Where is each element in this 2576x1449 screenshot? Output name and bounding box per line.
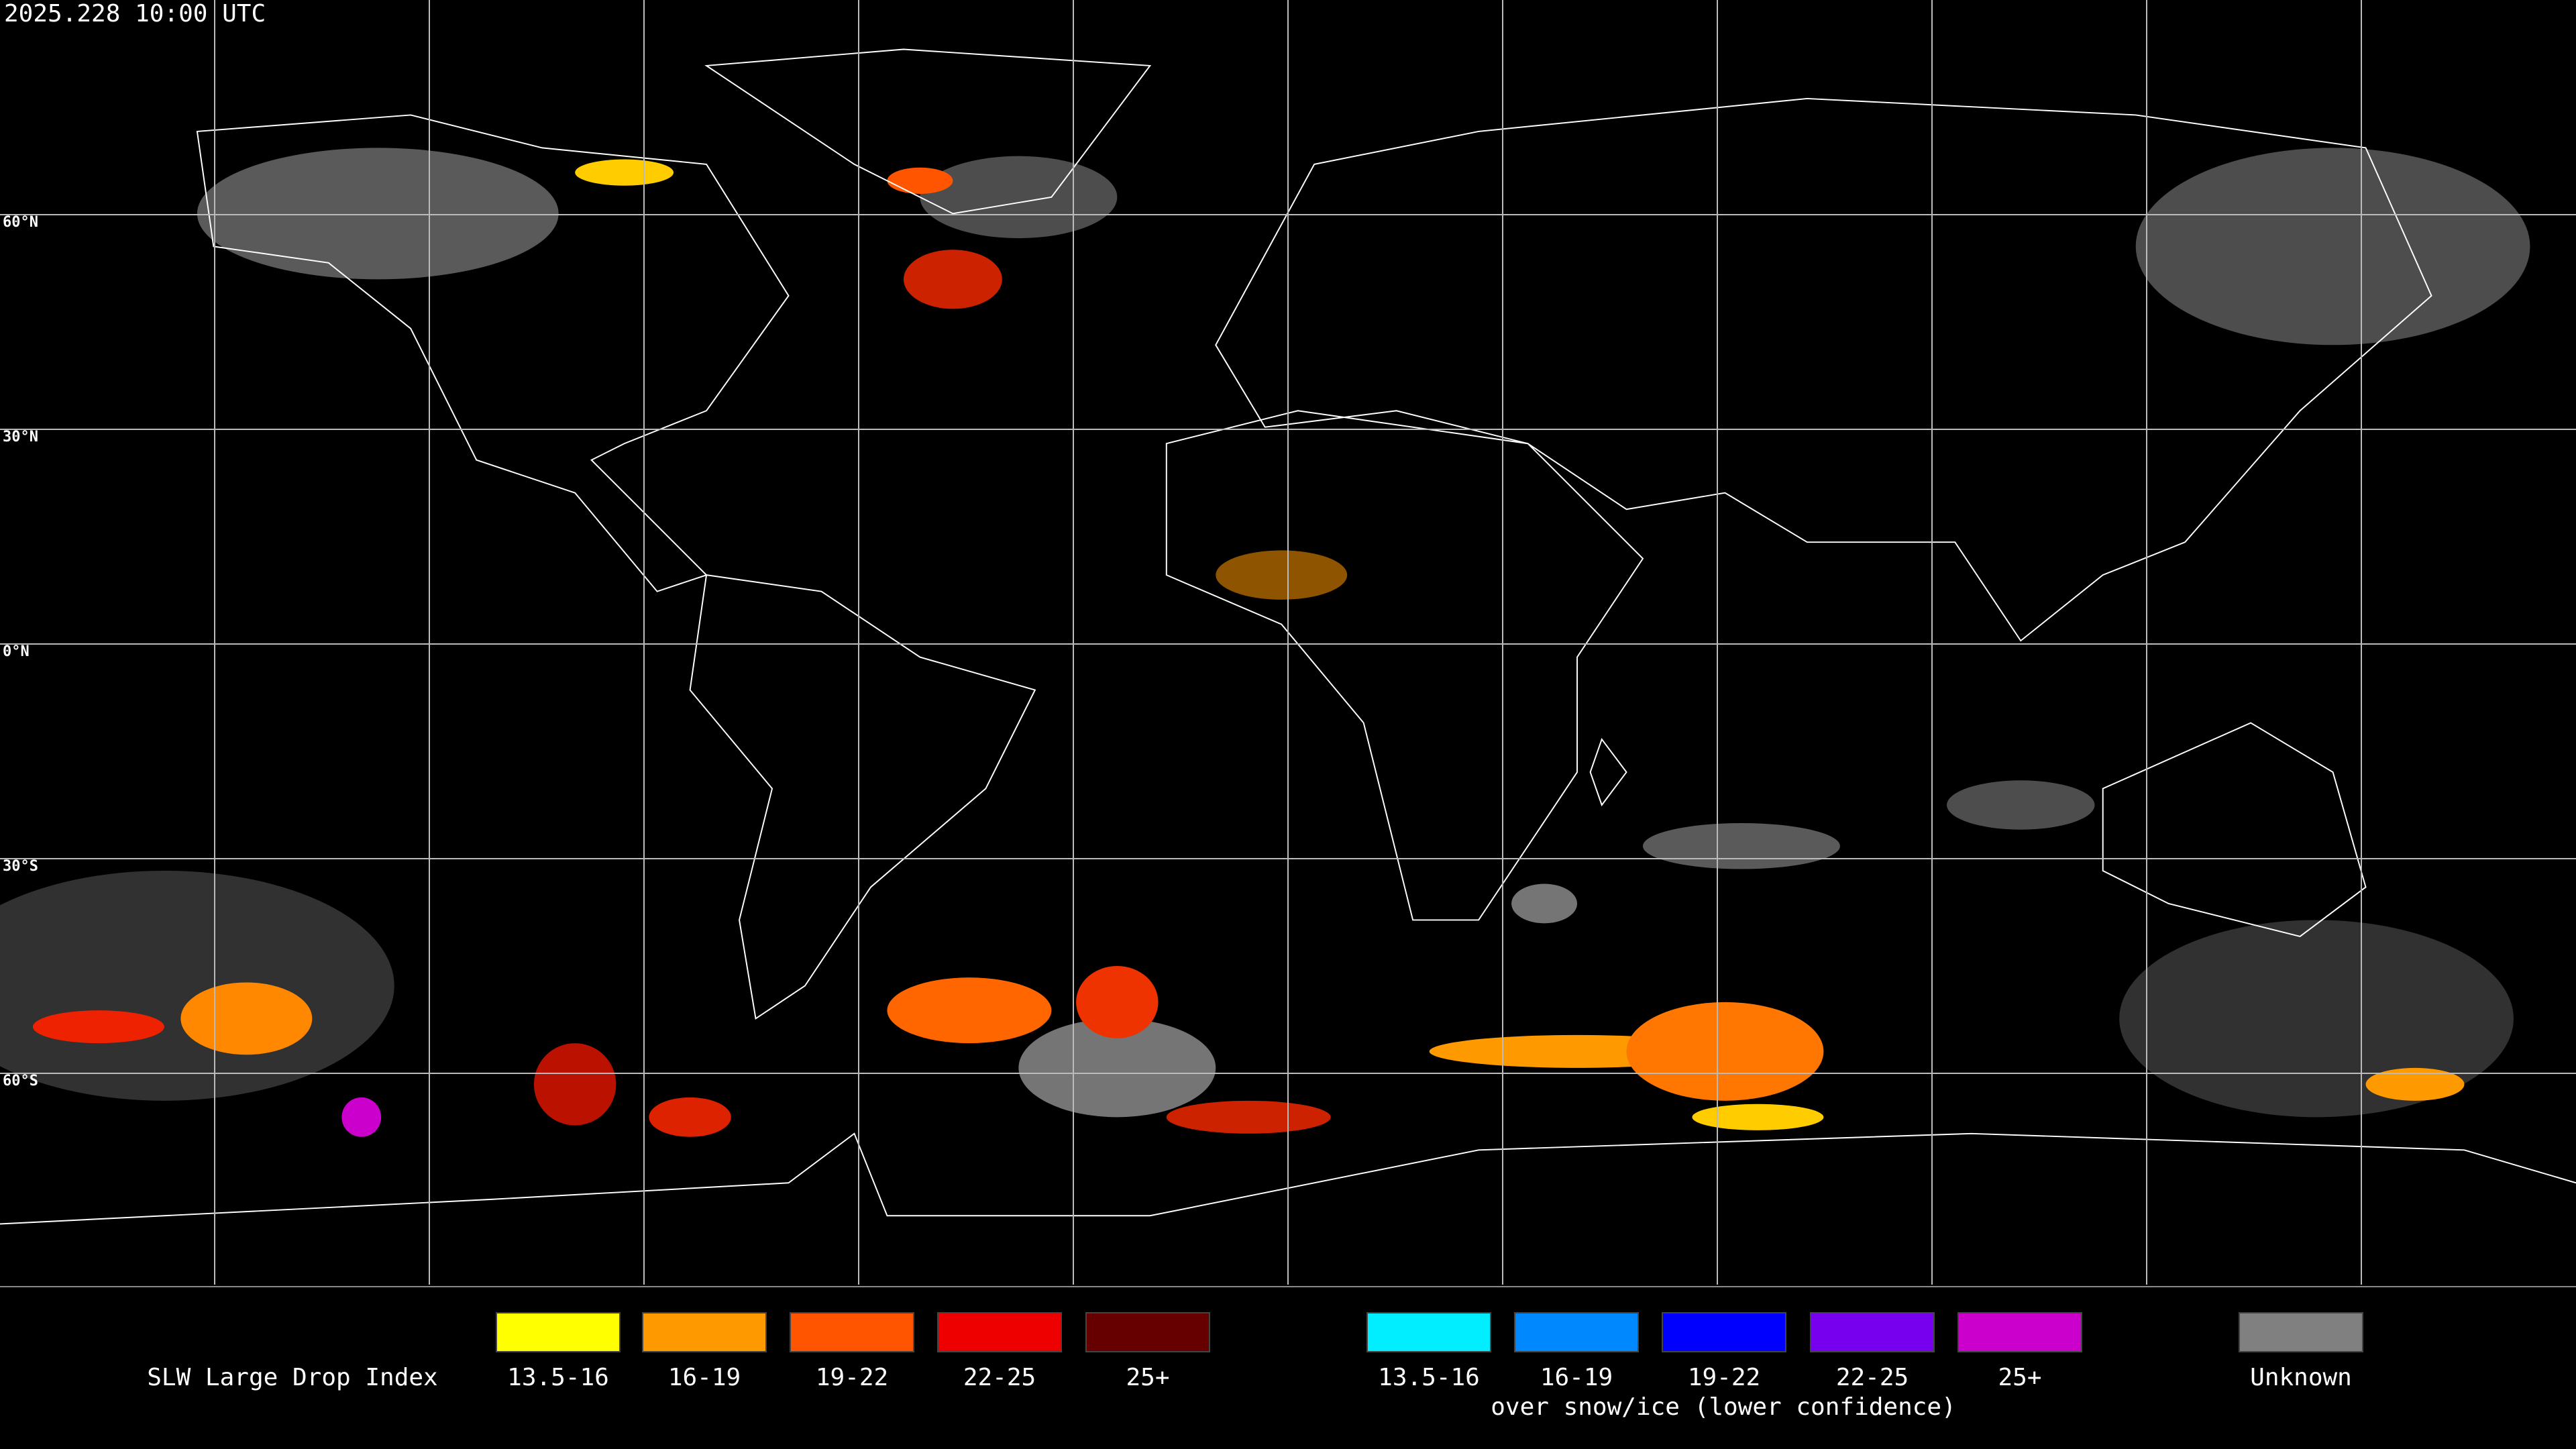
legend-label: 25+	[1126, 1364, 1169, 1391]
legend-label: 13.5-16	[1378, 1364, 1480, 1391]
timestamp: 2025.228 10:00 UTC	[4, 0, 266, 28]
legend-label: 19-22	[1688, 1364, 1760, 1391]
legend-label: 25+	[1998, 1364, 2041, 1391]
latitude-label: 30°N	[3, 429, 38, 445]
legend-label: Unknown	[2250, 1364, 2352, 1391]
coastlines	[0, 48, 2576, 1225]
legend-swatch	[2239, 1312, 2363, 1352]
legend-swatch	[1810, 1312, 1935, 1352]
legend-swatch	[1514, 1312, 1639, 1352]
legend-swatch	[1366, 1312, 1491, 1352]
map: 60°N 30°N 0°N 30°S 60°S	[0, 0, 2576, 1285]
legend-label: 22-25	[963, 1364, 1036, 1391]
latitude-label: 60°N	[3, 214, 38, 231]
legend-label: 16-19	[1540, 1364, 1613, 1391]
legend-swatch	[790, 1312, 914, 1352]
legend-swatch	[1957, 1312, 2082, 1352]
legend-swatch	[642, 1312, 767, 1352]
precip-blobs	[32, 159, 2465, 1137]
latitude-label: 0°N	[3, 643, 30, 660]
legend-label: 22-25	[1836, 1364, 1909, 1391]
legend-swatch	[1085, 1312, 1210, 1352]
graticule: 60°N 30°N 0°N 30°S 60°S	[0, 0, 2576, 1285]
legend-label: 19-22	[816, 1364, 888, 1391]
latitude-label: 60°S	[3, 1073, 38, 1089]
latitude-label: 30°S	[3, 858, 38, 875]
legend-label: 16-19	[668, 1364, 741, 1391]
legend-title: SLW Large Drop Index	[147, 1364, 437, 1391]
legend-swatch	[496, 1312, 621, 1352]
legend-caption: over snow/ice (lower confidence)	[1491, 1393, 1956, 1421]
legend-swatch	[1662, 1312, 1786, 1352]
map-features	[0, 48, 2576, 1225]
legend-swatch	[937, 1312, 1062, 1352]
legend-label: 13.5-16	[507, 1364, 609, 1391]
